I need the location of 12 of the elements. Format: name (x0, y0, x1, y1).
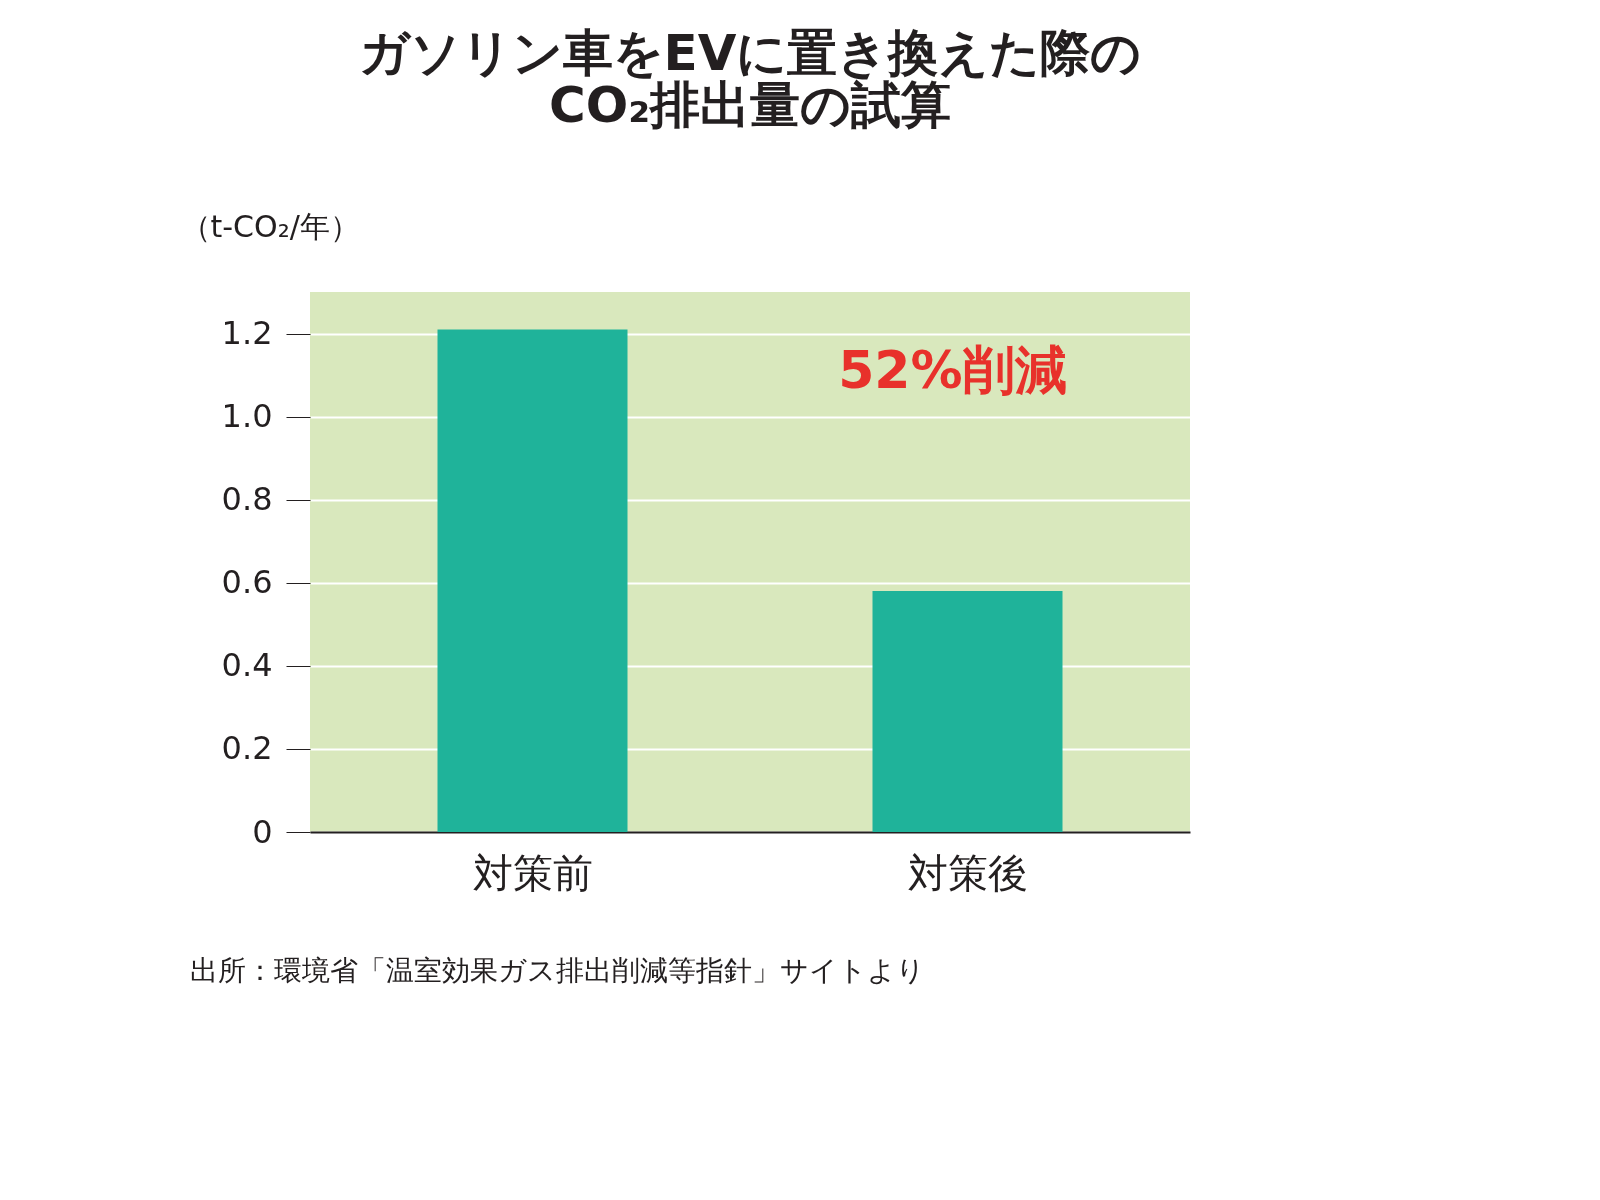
y-tick-label: 0.2 (221, 729, 273, 768)
x-tick-label: 対策前 (473, 849, 593, 896)
y-tick-label: 0.8 (221, 480, 273, 519)
y-tick-label: 0.4 (221, 646, 273, 685)
y-tick-label: 1.0 (221, 397, 273, 436)
y-tick-label: 0 (252, 812, 273, 851)
text: 出所：環境省「温室効果ガス排出削減等指針」サイトより (190, 954, 925, 987)
y-tick-label: 1.2 (221, 314, 273, 353)
x-tick-label: 対策後 (908, 849, 1028, 896)
y-tick-label: 0.6 (221, 563, 273, 602)
annotation: 52%削減 (838, 340, 1067, 400)
y-axis-title: （t-CO₂/年） (180, 208, 360, 244)
